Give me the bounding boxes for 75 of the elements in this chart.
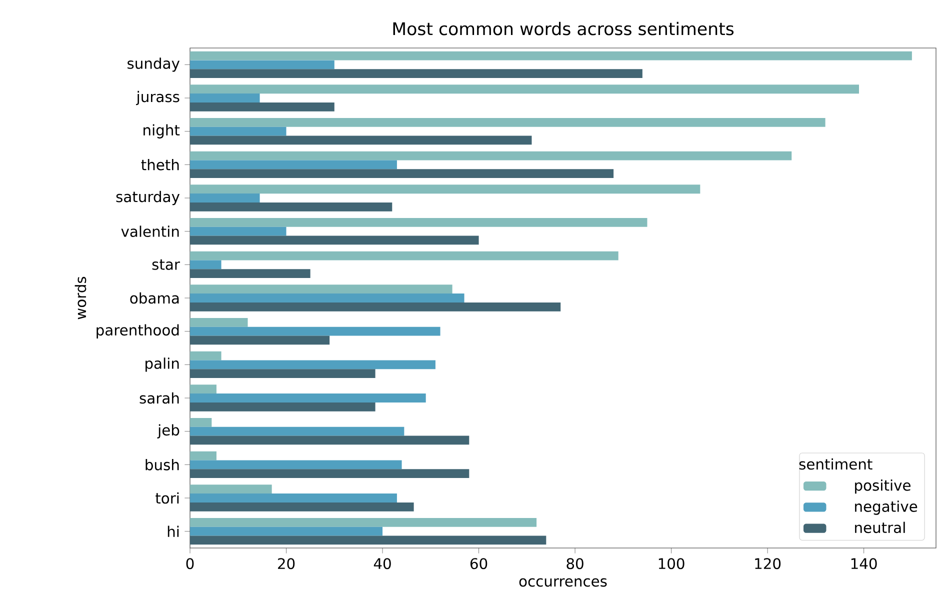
bar: [190, 518, 537, 527]
y-tick-label: hi: [168, 526, 179, 537]
y-tick-label: star: [152, 259, 180, 270]
bar: [190, 69, 642, 78]
legend-label: positive: [855, 479, 910, 494]
bar: [190, 126, 286, 136]
y-tick-label: jurass: [136, 90, 180, 106]
bar: [190, 351, 222, 360]
bar: [190, 160, 397, 170]
bar: [190, 118, 826, 127]
y-tick-label: obama: [130, 292, 179, 304]
x-tick-label: 40: [374, 558, 391, 570]
y-tick-label: saturday: [116, 190, 180, 206]
bar: [190, 418, 212, 427]
y-axis-title: words: [74, 276, 86, 320]
bar: [190, 136, 532, 145]
y-tick-label: palin: [146, 358, 179, 372]
y-tick-label: theth: [141, 158, 179, 170]
legend-title: sentiment: [799, 458, 872, 470]
bar: [190, 284, 452, 294]
x-tick-label: 60: [470, 558, 488, 570]
y-tick-label: tori: [156, 492, 179, 504]
bar: [190, 218, 648, 227]
bar: [190, 460, 402, 470]
bar: [190, 269, 310, 278]
bar: [190, 394, 426, 402]
bar: [190, 502, 414, 512]
bar: [190, 360, 436, 370]
x-tick-label: 140: [851, 558, 877, 570]
bar: [190, 526, 383, 536]
y-tick-label: jeb: [157, 424, 180, 438]
bar: [190, 84, 859, 94]
bar: [190, 194, 260, 202]
bar: [190, 294, 464, 302]
y-tick-label: valentin: [121, 226, 179, 238]
bar: [190, 226, 286, 236]
bar: [190, 336, 330, 345]
bar: [190, 536, 546, 545]
bar: [190, 184, 700, 194]
y-tick-label: sunday: [128, 58, 180, 72]
y-tick-label: sarah: [140, 392, 179, 404]
bar: [190, 60, 334, 70]
bar: [190, 494, 397, 502]
x-tick-label: 100: [658, 558, 684, 570]
x-axis-title: occurrences: [519, 578, 607, 587]
bar: [190, 451, 216, 460]
bar: [190, 326, 440, 336]
bar: [190, 94, 260, 102]
bar: [190, 426, 404, 436]
bar: [190, 484, 272, 494]
bar: [190, 402, 376, 412]
legend-label: negative: [855, 500, 918, 515]
bar: [190, 260, 222, 270]
bar: [190, 169, 614, 178]
bar: [190, 436, 470, 445]
bar: [190, 102, 334, 112]
x-tick-label: 80: [566, 558, 584, 570]
bar: [190, 302, 561, 312]
bar: [190, 51, 912, 60]
bar: [190, 202, 392, 212]
x-tick-label: 20: [278, 558, 295, 570]
y-tick-label: parenthood: [96, 324, 179, 338]
bar: [190, 318, 248, 327]
legend-label: neutral: [855, 522, 905, 534]
x-tick-label: 120: [755, 558, 781, 570]
y-tick-label: night: [144, 124, 180, 138]
bar: [190, 369, 376, 378]
bar: [190, 251, 618, 260]
chart-title: Most common words across sentiments: [393, 22, 734, 36]
bar: [190, 151, 792, 160]
x-tick-label: 0: [186, 558, 194, 570]
bar: [190, 236, 479, 245]
y-tick-label: bush: [146, 458, 179, 470]
bar: [190, 384, 216, 394]
bar: [190, 469, 470, 478]
